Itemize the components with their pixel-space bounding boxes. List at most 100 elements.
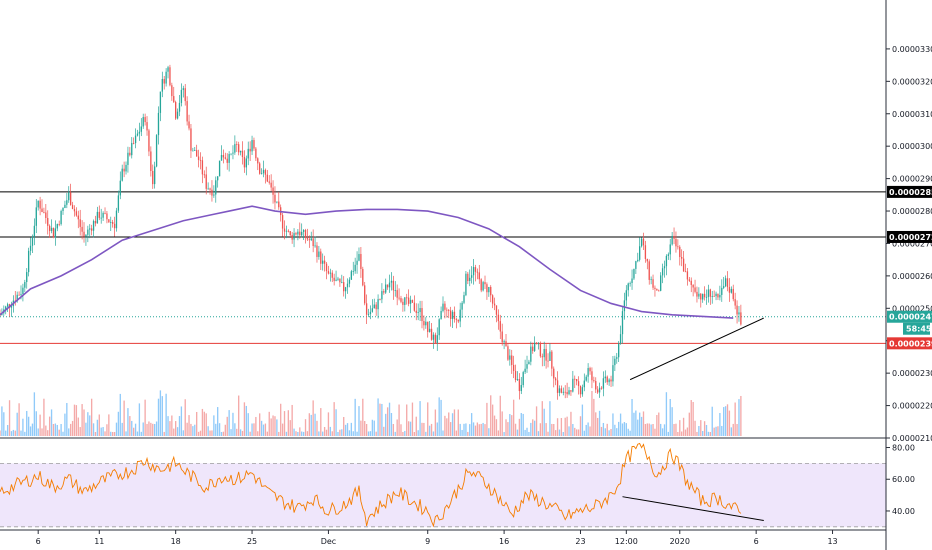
candle-body — [449, 310, 452, 319]
volume-bar — [644, 423, 647, 436]
volume-bar — [572, 423, 574, 436]
volume-bar — [41, 428, 43, 436]
candle-body — [150, 151, 152, 171]
volume-bar — [501, 411, 503, 436]
volume-bar — [488, 428, 490, 436]
candle-body — [320, 251, 322, 264]
candle-body — [333, 277, 335, 281]
candle-body — [171, 85, 173, 97]
volume-bar — [472, 422, 475, 436]
volume-bar — [415, 416, 417, 436]
candle-body — [616, 357, 618, 359]
candle-body — [673, 235, 675, 239]
time-axis[interactable]: 6 11 18 25 Dec 9 16 23 12:00 2020 6 13 — [36, 530, 838, 546]
candle-body — [480, 279, 482, 291]
candle-body — [694, 287, 696, 292]
volume-bar — [524, 429, 526, 436]
time-tick-label: Dec — [321, 537, 336, 546]
volume-bar — [530, 422, 532, 436]
candle-body — [423, 321, 425, 326]
candle-body — [692, 284, 694, 288]
candle-body — [608, 379, 610, 383]
candle-body — [176, 111, 179, 119]
volume-bar — [87, 412, 89, 436]
candle-body — [728, 287, 731, 293]
volume-bar — [673, 424, 675, 436]
volume-bar — [623, 422, 626, 436]
candle-body — [383, 291, 385, 293]
candle-body — [308, 239, 311, 241]
trendlines[interactable] — [622, 317, 765, 521]
volume-bar — [467, 431, 469, 436]
candle-body — [270, 182, 272, 188]
volume-bar — [575, 429, 578, 436]
volume-bar — [35, 411, 37, 436]
volume-bar — [293, 428, 295, 436]
volume-bar — [27, 416, 30, 436]
candle-body — [730, 288, 733, 293]
candle-body — [5, 306, 7, 310]
candle-body — [314, 245, 316, 247]
volume-bar — [335, 409, 337, 436]
volume-bar — [465, 423, 467, 436]
volume-bar — [312, 400, 314, 436]
volume-bar — [295, 431, 297, 436]
candle-body — [541, 356, 543, 358]
candle-body — [623, 300, 626, 312]
volume-bar — [373, 420, 375, 436]
volume-bar — [707, 431, 710, 436]
candle-body — [87, 229, 89, 235]
volume-bar — [665, 392, 668, 436]
volume-bar — [218, 423, 221, 436]
candle-body — [79, 219, 81, 227]
candle-body — [553, 368, 555, 379]
volume-bar — [711, 406, 713, 436]
candle-body — [596, 389, 599, 393]
volume-bar — [721, 425, 723, 436]
candle-body — [192, 150, 194, 152]
volume-bar — [125, 431, 127, 436]
volume-bar — [320, 408, 322, 436]
candle-body — [352, 271, 354, 272]
candle-body — [562, 391, 564, 393]
rsi-axis[interactable]: 80.00 60.00 40.00 — [886, 444, 915, 516]
volume-bar — [68, 428, 70, 436]
volume-bar — [102, 427, 104, 436]
volume-bar — [344, 424, 347, 436]
candle-body — [497, 314, 500, 322]
volume-bar — [539, 423, 542, 436]
volume-bar — [71, 420, 74, 436]
candle-body — [123, 168, 125, 172]
candle-body — [371, 308, 374, 312]
candle-body — [245, 158, 247, 168]
price-tick-label: 0.00002600 — [892, 272, 932, 281]
volume-bar — [243, 402, 246, 436]
candle-body — [484, 282, 486, 285]
volume-bar — [616, 428, 618, 436]
candle-body — [358, 254, 360, 261]
volume-bar — [123, 400, 125, 436]
volume-bar — [96, 419, 99, 436]
horizontal-levels[interactable] — [0, 191, 886, 344]
candle-body — [669, 244, 671, 255]
candle-body — [629, 282, 631, 284]
candle-body — [658, 290, 660, 292]
price-axis[interactable]: 0.00003300 0.00003200 0.00003100 0.00003000… — [886, 45, 932, 443]
candle-body — [125, 164, 127, 172]
time-tick-label: 2020 — [670, 537, 690, 546]
candle-body — [425, 321, 427, 326]
volume-bar — [402, 431, 404, 436]
candle-body — [232, 152, 234, 154]
volume-bar — [264, 423, 267, 436]
volume-bar — [75, 405, 78, 436]
volume-bar — [375, 431, 377, 436]
last-price-tag-bg — [887, 310, 932, 323]
candle-body — [236, 144, 238, 145]
candle-body — [698, 293, 700, 297]
candle-body — [20, 293, 22, 295]
candle-body — [560, 388, 563, 393]
volume-bar — [138, 403, 141, 436]
candle-body — [386, 284, 389, 288]
candle-body — [463, 295, 465, 303]
